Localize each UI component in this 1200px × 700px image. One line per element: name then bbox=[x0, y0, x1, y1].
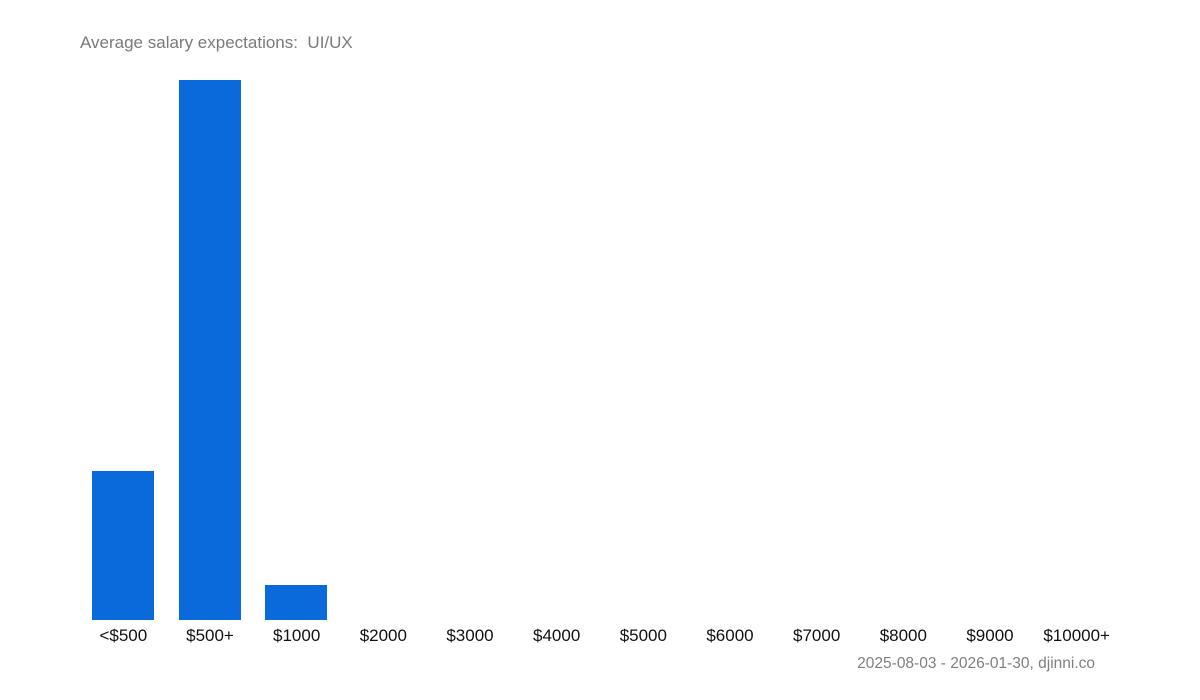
x-tick-label: <$500 bbox=[99, 626, 148, 645]
bar-slot bbox=[1033, 80, 1120, 620]
x-tick-label: $1000 bbox=[273, 626, 321, 645]
x-tick-label: $5000 bbox=[619, 626, 667, 645]
x-tick-label: $4000 bbox=[533, 626, 581, 645]
bar[interactable] bbox=[92, 470, 154, 620]
bar-slot bbox=[600, 80, 687, 620]
bar-slot bbox=[513, 80, 600, 620]
bar-slot bbox=[687, 80, 774, 620]
x-tick-label: $2000 bbox=[359, 626, 407, 645]
x-tick-label: $10000+ bbox=[1043, 626, 1110, 645]
x-axis-labels: <$500 $500+ $1000 $2000 $3000 $4000 $5000 $6000… bbox=[80, 626, 1120, 648]
x-tick-label: $6000 bbox=[706, 626, 754, 645]
date-range-source: 2025-08-03 - 2026-01-30, djinni.co bbox=[857, 655, 1095, 672]
bar-slot bbox=[427, 80, 514, 620]
x-tick-label: $9000 bbox=[966, 626, 1014, 645]
bar-slot bbox=[773, 80, 860, 620]
bar-slot bbox=[167, 80, 254, 620]
plot-area bbox=[80, 80, 1120, 620]
x-tick-label: $3000 bbox=[446, 626, 494, 645]
x-tick-label: $500+ bbox=[186, 626, 234, 645]
bar-slot bbox=[340, 80, 427, 620]
bar-slot bbox=[253, 80, 340, 620]
bar-slot bbox=[80, 80, 167, 620]
x-tick-label: $8000 bbox=[879, 626, 927, 645]
bar-slot bbox=[947, 80, 1034, 620]
bar[interactable] bbox=[178, 80, 241, 620]
bar[interactable] bbox=[265, 584, 328, 620]
chart-title: Average salary expectations: UI/UX bbox=[80, 33, 353, 52]
bar-slot bbox=[860, 80, 947, 620]
x-tick-label: $7000 bbox=[793, 626, 841, 645]
